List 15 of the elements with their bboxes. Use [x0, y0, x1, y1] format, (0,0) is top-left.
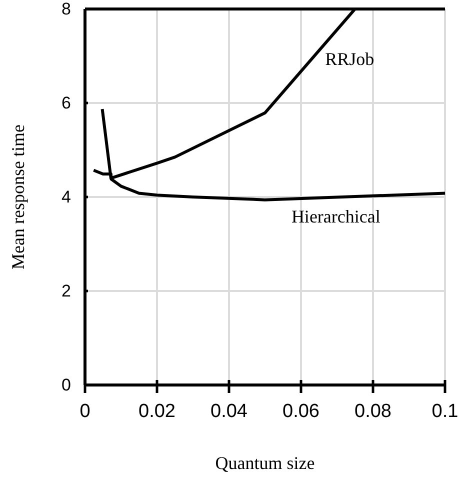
- y-tick-label: 6: [61, 93, 71, 112]
- x-tick-label: 0.06: [282, 400, 320, 422]
- series-label: Hierarchical: [291, 206, 380, 226]
- y-tick-label: 0: [61, 375, 71, 394]
- y-axis-title: Mean response time: [8, 124, 28, 270]
- series-label: RRJob: [325, 48, 374, 69]
- x-tick-label: 0.08: [354, 400, 392, 422]
- y-tick-label: 4: [61, 187, 71, 206]
- x-tick-label: 0: [80, 400, 90, 422]
- x-tick-label: 0.04: [210, 400, 248, 422]
- x-tick-label: 0.02: [138, 400, 176, 422]
- y-tick-label: 8: [61, 0, 71, 18]
- x-tick-label: 0.1: [432, 400, 458, 422]
- x-axis-title: Quantum size: [215, 453, 315, 473]
- y-tick-label: 2: [61, 281, 71, 300]
